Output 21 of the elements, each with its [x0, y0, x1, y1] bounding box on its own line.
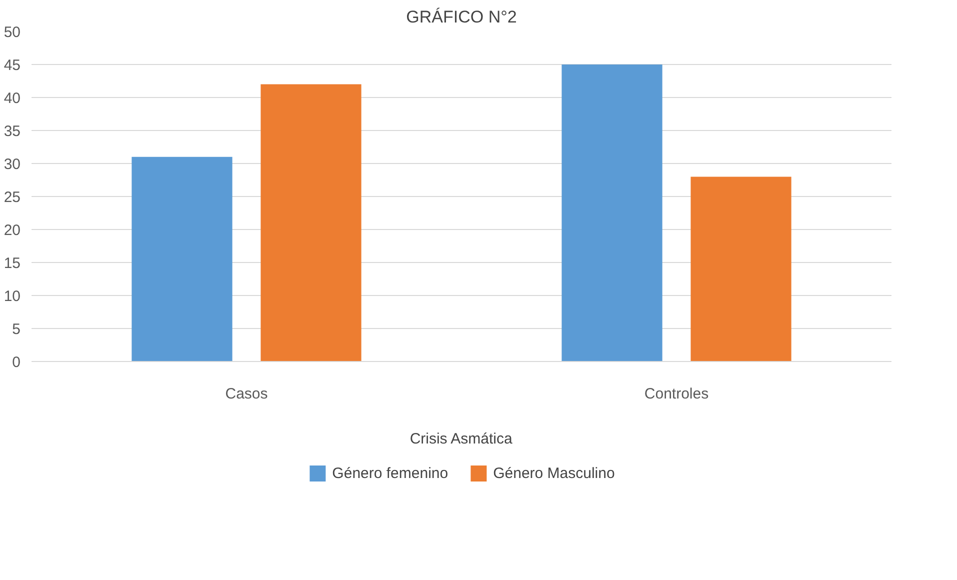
- y-tick-label: 10: [4, 288, 21, 305]
- x-axis-title: Crisis Asmática: [410, 430, 513, 448]
- y-tick-label: 50: [4, 24, 21, 41]
- y-tick-label: 40: [4, 90, 21, 107]
- legend-label: Género femenino: [332, 464, 448, 482]
- y-tick-label: 35: [4, 123, 21, 140]
- y-tick-label: 25: [4, 189, 21, 206]
- y-tick-label: 0: [12, 354, 20, 371]
- y-tick-label: 30: [4, 156, 21, 173]
- x-tick-label: Casos: [225, 386, 268, 402]
- y-tick-label: 45: [4, 57, 21, 74]
- legend-label: Género Masculino: [493, 464, 615, 482]
- x-tick-label: Controles: [644, 386, 709, 402]
- y-tick-label: 20: [4, 222, 21, 239]
- bar: [562, 64, 662, 362]
- bar: [690, 176, 792, 362]
- bar: [132, 156, 232, 362]
- y-tick-label: 15: [4, 255, 21, 272]
- bar: [260, 84, 362, 362]
- chart-title: GRÁFICO N°2: [406, 8, 517, 26]
- y-tick-label: 5: [12, 321, 20, 338]
